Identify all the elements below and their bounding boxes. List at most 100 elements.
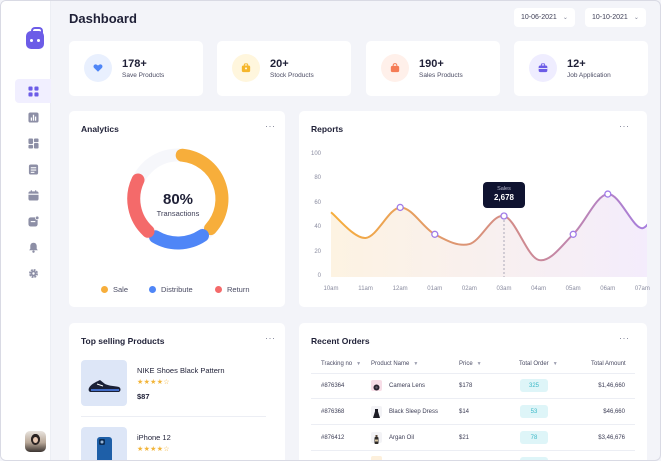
more-options-icon[interactable]: ··· [265, 121, 276, 131]
x-tick-label: 06am [600, 286, 616, 292]
order-price: $14 [459, 409, 470, 415]
stat-label: Stock Products [270, 72, 314, 79]
legend-dot-distribute [149, 286, 156, 293]
column-header-price[interactable]: Price ▼ [459, 361, 482, 367]
column-header-total-amount[interactable]: Total Amount [591, 361, 626, 367]
chevron-down-icon: ⌄ [562, 15, 568, 21]
x-tick-label: 05am [565, 286, 581, 292]
stat-label: Sales Products [419, 72, 463, 79]
product-name[interactable]: NIKE Shoes Black Pattern [137, 366, 225, 375]
donut-center-value: 80% [162, 191, 194, 208]
order-price: $21 [459, 435, 470, 441]
analytics-card: Analytics ··· 80% Transactions Sale Dist… [69, 111, 285, 307]
data-point-marker [431, 230, 439, 238]
legend-dot-return [215, 286, 222, 293]
stat-value: 178+ [122, 58, 147, 70]
layout-icon [27, 137, 39, 149]
product-rating-stars: ★★★★☆ [137, 379, 170, 386]
bell-icon [28, 242, 38, 253]
recent-orders-title: Recent Orders [311, 336, 370, 346]
document-icon [28, 163, 38, 175]
stat-label: Save Products [122, 72, 165, 79]
order-total-badge: 53 [520, 405, 548, 418]
sidebar-item-documents[interactable] [15, 157, 51, 181]
settings-icon [28, 268, 38, 278]
date-to-picker[interactable]: 10-10-2021 ⌄ [585, 8, 646, 27]
donut-segment-return [127, 173, 155, 238]
stat-card-save-products[interactable]: 178+ Save Products [69, 41, 203, 96]
sidebar-item-settings[interactable] [15, 261, 51, 285]
x-tick-label: 12am [392, 286, 408, 292]
divider [81, 416, 266, 417]
sort-chevron-icon: ▼ [356, 361, 362, 367]
sidebar-item-notifications[interactable] [15, 235, 51, 259]
sort-chevron-icon: ▼ [476, 361, 482, 367]
header-divider [311, 373, 635, 374]
row-divider [311, 398, 635, 399]
product-image-iphone[interactable] [81, 427, 127, 460]
data-point-marker [569, 230, 577, 238]
sort-chevron-icon: ▼ [413, 361, 419, 367]
tooltip-label: Sales [497, 186, 511, 192]
order-amount: $1,46,660 [598, 383, 625, 389]
legend-label: Return [227, 285, 250, 294]
more-options-icon[interactable]: ··· [265, 333, 276, 343]
sidebar-item-calendar[interactable] [15, 183, 51, 207]
order-product: Black Sleep Dress [389, 409, 439, 415]
legend-item-return: Return [215, 285, 250, 294]
x-tick-label: 07am [634, 286, 650, 292]
order-tracking[interactable]: #876412 [321, 435, 345, 441]
sidebar-item-messages[interactable] [15, 209, 51, 233]
app-logo-icon[interactable] [26, 27, 44, 49]
order-tracking[interactable]: #876368 [321, 409, 345, 415]
top-selling-card: Top selling Products ··· NIKE Shoes Blac… [69, 323, 285, 460]
order-total-badge [520, 457, 548, 460]
more-options-icon[interactable]: ··· [619, 121, 630, 131]
sidebar-item-layout[interactable] [15, 131, 51, 155]
series-area [331, 194, 647, 277]
order-amount: $3,46,676 [598, 435, 625, 441]
product-name[interactable]: iPhone 12 [137, 433, 171, 442]
order-product: Argan Oil [389, 435, 415, 441]
stat-card-job-application[interactable]: 12+ Job Application [514, 41, 648, 96]
page-title: Dashboard [69, 11, 137, 26]
legend-label: Distribute [161, 285, 193, 294]
analytics-title: Analytics [81, 124, 119, 134]
y-tick-label: 40 [314, 224, 321, 231]
column-header-tracking[interactable]: Tracking no ▼ [321, 361, 362, 367]
order-tracking[interactable]: #876364 [321, 383, 345, 389]
dress-thumbnail [371, 406, 382, 418]
product-image-nike-shoes[interactable] [81, 360, 127, 406]
stat-value: 12+ [567, 58, 586, 70]
stat-value: 190+ [419, 58, 444, 70]
sidebar-item-dashboard[interactable] [15, 79, 51, 103]
x-tick-label: 03am [496, 286, 512, 292]
analytics-donut-chart [127, 148, 229, 250]
stat-label: Job Application [567, 72, 611, 79]
order-total-badge: 325 [520, 379, 548, 392]
x-tick-label: 01am [427, 286, 443, 292]
donut-center-label: Transactions [156, 209, 200, 218]
shopping-bag-icon [381, 54, 409, 82]
more-options-icon[interactable]: ··· [619, 333, 630, 343]
order-price: $178 [459, 383, 473, 389]
user-avatar[interactable] [25, 431, 46, 452]
sidebar-item-analytics[interactable] [15, 105, 51, 129]
order-total-badge: 78 [520, 431, 548, 444]
reports-title: Reports [311, 124, 344, 134]
column-header-total-order[interactable]: Total Order ▼ [519, 361, 558, 367]
stat-card-stock-products[interactable]: 20+ Stock Products [217, 41, 351, 96]
top-selling-title: Top selling Products [81, 336, 165, 346]
chat-add-icon [27, 215, 39, 227]
dashboard-grid-icon [27, 85, 39, 97]
data-point-marker [500, 212, 508, 220]
x-tick-label: 10am [323, 286, 339, 292]
stat-card-sales-products[interactable]: 190+ Sales Products [366, 41, 500, 96]
sort-chevron-icon: ▼ [552, 361, 558, 367]
y-tick-label: 60 [314, 199, 321, 206]
column-header-product[interactable]: Product Name ▼ [371, 361, 419, 367]
date-from-picker[interactable]: 10-06-2021 ⌄ [514, 8, 575, 27]
heart-icon [84, 54, 112, 82]
product-thumbnail [371, 456, 382, 460]
date-to-value: 10-10-2021 [592, 14, 628, 21]
